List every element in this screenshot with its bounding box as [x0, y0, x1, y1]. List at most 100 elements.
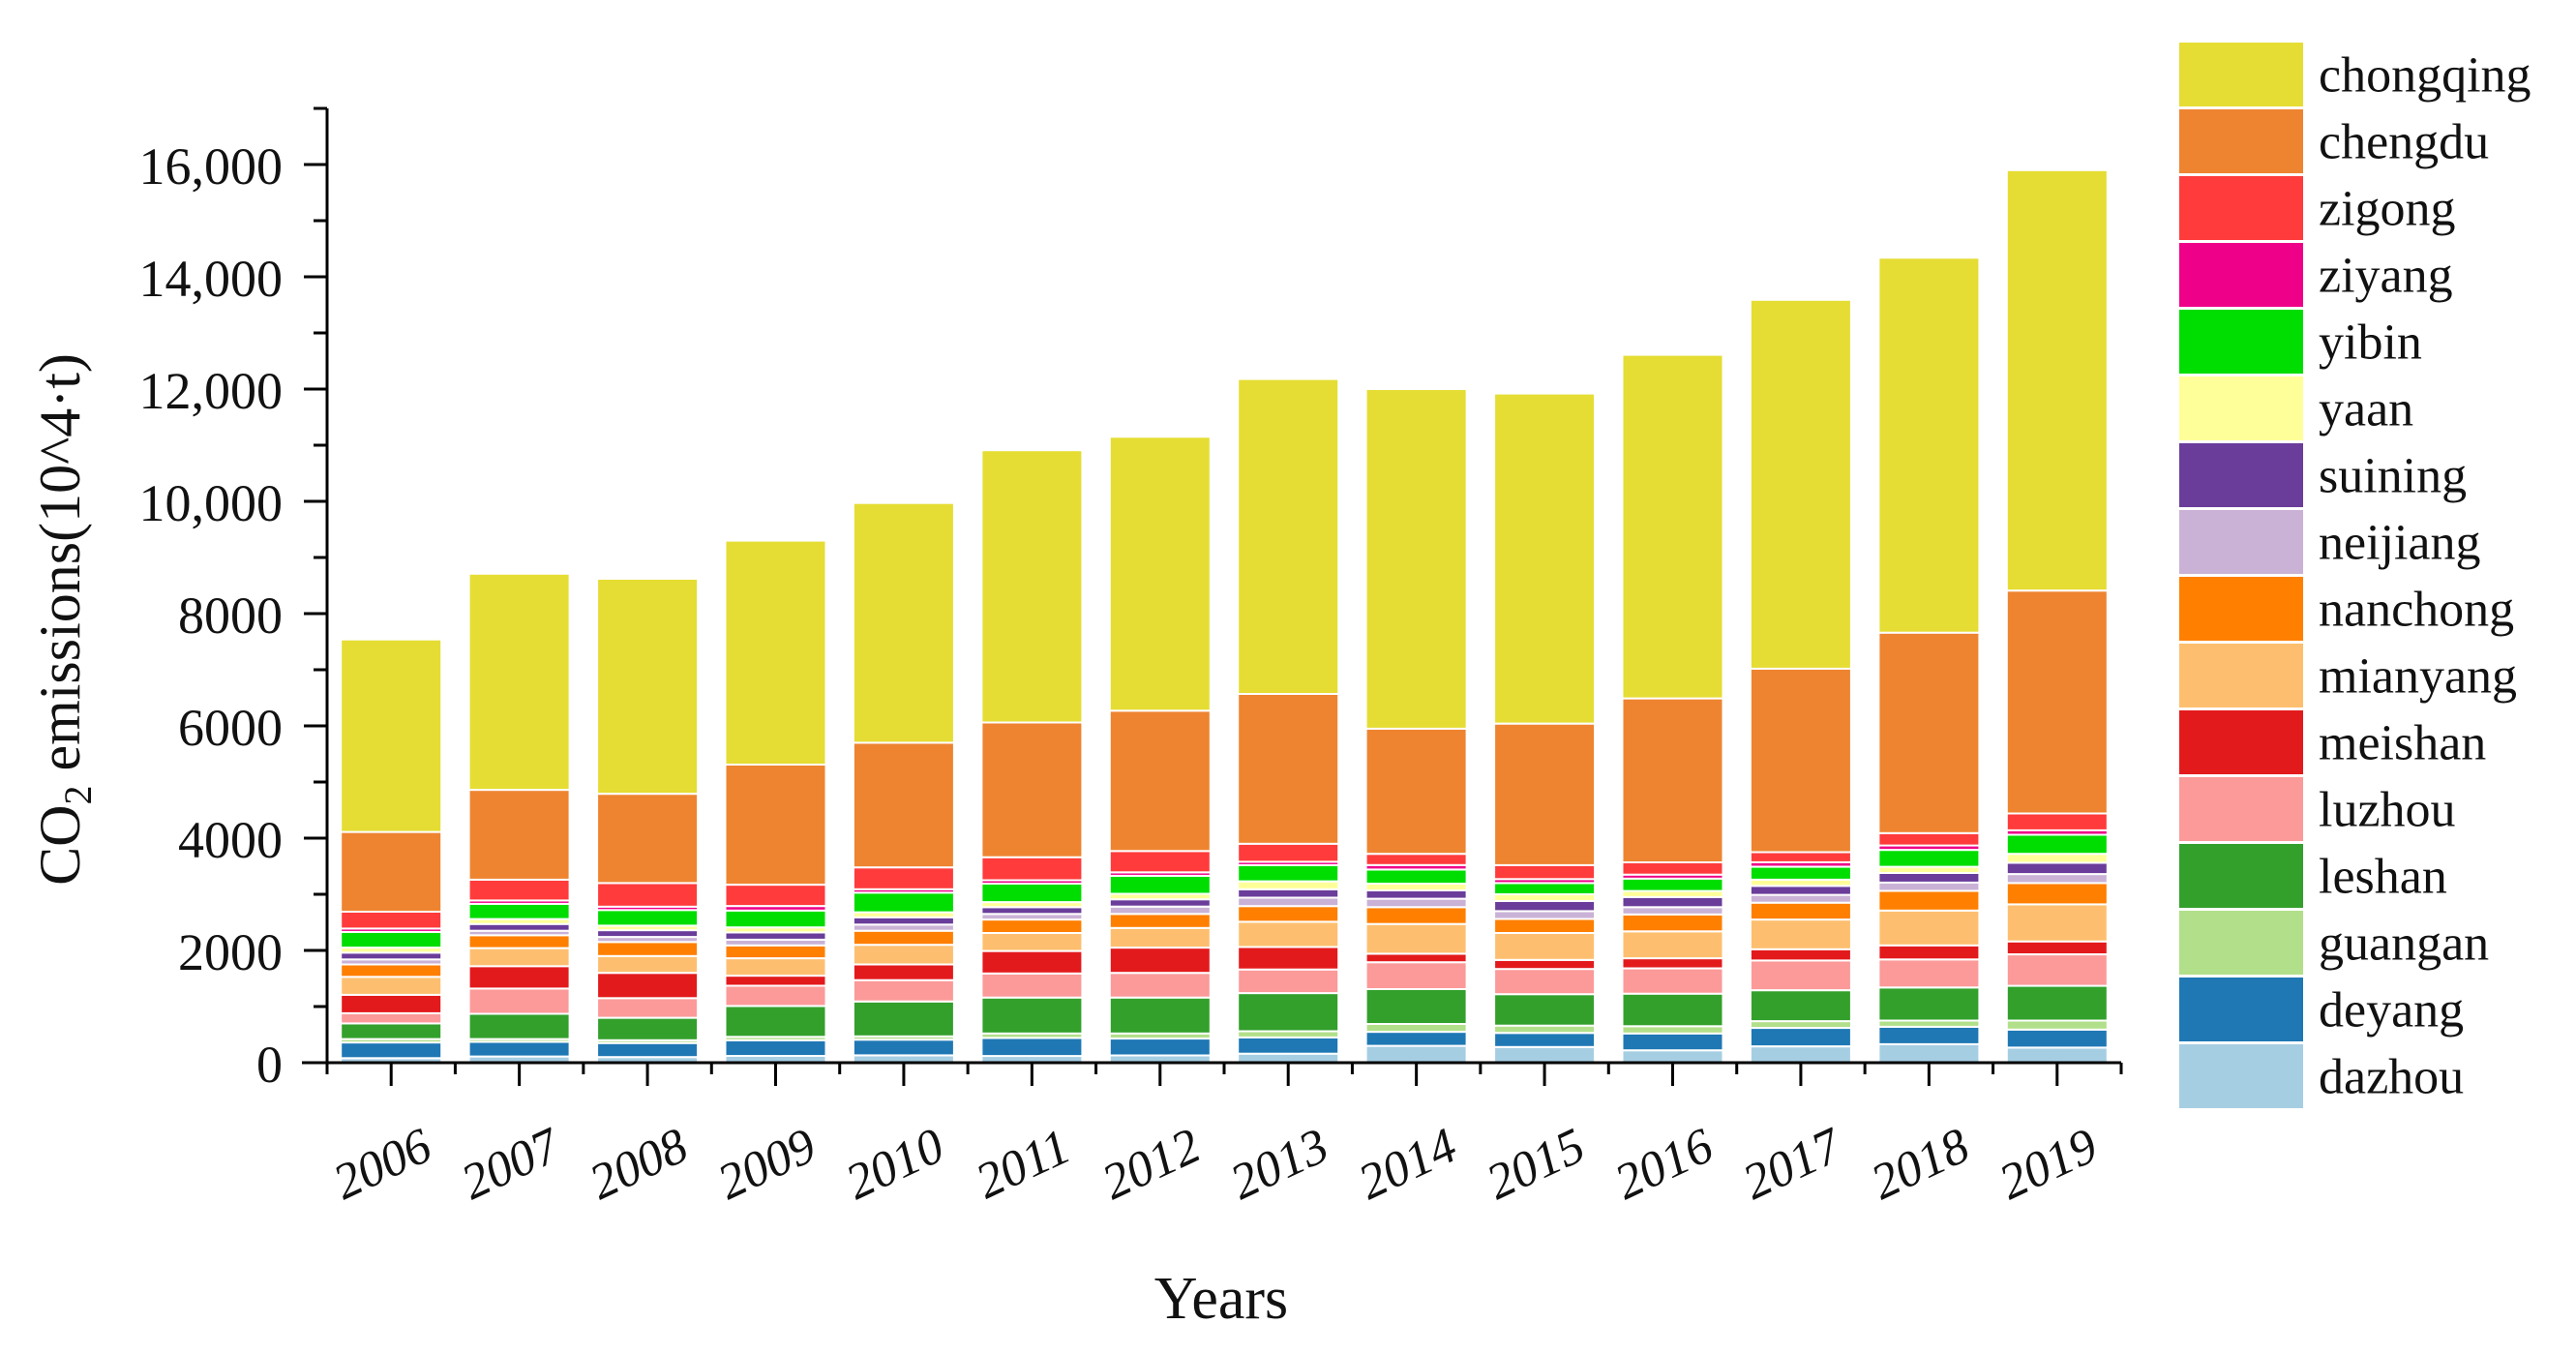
bar-segment-luzhou-2013	[1237, 968, 1340, 995]
bar-segment-yibin-2018	[1877, 849, 1981, 868]
y-axis-title-prefix: CO	[28, 805, 92, 886]
bar-segment-zigong-2011	[980, 856, 1084, 882]
legend-label-leshan: leshan	[2319, 850, 2447, 905]
bar-segment-nanchong-2013	[1237, 905, 1340, 923]
bar-segment-mianyang-2007	[467, 947, 571, 968]
legend-swatch-nanchong	[2179, 577, 2303, 641]
legend-label-deyang: deyang	[2319, 983, 2464, 1038]
bar-segment-deyang-2006	[340, 1041, 443, 1060]
bar-segment-leshan-2015	[1493, 993, 1597, 1027]
legend-label-yaan: yaan	[2319, 382, 2413, 437]
x-tick-label: 2006	[325, 1118, 439, 1211]
bar-segment-yibin-2013	[1237, 863, 1340, 883]
bar-segment-yaan-2014	[1364, 883, 1468, 891]
bar-segment-zigong-2010	[852, 866, 955, 890]
bar-segment-yibin-2006	[340, 930, 443, 949]
y-tick-label: 4000	[178, 811, 283, 869]
bar-segment-chongqing-2014	[1364, 388, 1468, 730]
x-tick-label: 2018	[1863, 1118, 1977, 1211]
bar-segment-mianyang-2010	[852, 944, 955, 966]
bar-segment-meishan-2019	[2005, 940, 2109, 956]
bar-segment-meishan-2018	[1877, 944, 1981, 961]
bar-segment-zigong-2014	[1364, 853, 1468, 866]
bar-segment-mianyang-2018	[1877, 909, 1981, 947]
bar-segment-chongqing-2012	[1108, 436, 1212, 712]
bar-segment-meishan-2015	[1493, 958, 1597, 971]
bar-segment-leshan-2016	[1621, 992, 1724, 1028]
bar-segment-mianyang-2012	[1108, 926, 1212, 949]
bar-segment-meishan-2017	[1749, 948, 1852, 962]
legend-swatch-yaan	[2179, 376, 2303, 440]
bar-segment-suining-2011	[980, 906, 1084, 916]
x-tick-label: 2016	[1606, 1118, 1721, 1211]
bar-segment-nanchong-2007	[467, 934, 571, 949]
bar-segment-mianyang-2006	[340, 976, 443, 996]
legend-label-chengdu: chengdu	[2319, 115, 2489, 170]
bar-segment-neijiang-2019	[2005, 873, 2109, 885]
bar-segment-yibin-2017	[1749, 865, 1852, 881]
legend: chongqing chengdu zigong ziyang yibin yaan sui…	[2179, 43, 2531, 1108]
legend-swatch-leshan	[2179, 844, 2303, 908]
legend-label-yibin: yibin	[2319, 316, 2422, 371]
bar-segment-guangan-2014	[1364, 1023, 1468, 1034]
bar-segment-deyang-2014	[1364, 1031, 1468, 1047]
bar-segment-suining-2007	[467, 922, 571, 932]
bar-segment-leshan-2009	[724, 1005, 827, 1038]
bar-segment-leshan-2010	[852, 1000, 955, 1038]
x-ticks: 2006 2007 2008 2009 2010 2011 2012 2013 2014 2015…	[325, 1063, 2123, 1211]
bar-segment-deyang-2013	[1237, 1036, 1340, 1055]
bar-segment-zigong-2013	[1237, 842, 1340, 863]
bar-segment-deyang-2010	[852, 1038, 955, 1057]
bar-segment-nanchong-2008	[596, 941, 700, 957]
bar-segment-suining-2006	[340, 951, 443, 961]
bar-segment-yaan-2019	[2005, 853, 2109, 864]
bar-segment-suining-2009	[724, 931, 827, 941]
bar-segment-chongqing-2016	[1621, 353, 1724, 700]
bar-segment-chongqing-2013	[1237, 377, 1340, 695]
bar-segment-chengdu-2014	[1364, 727, 1468, 856]
legend-label-mianyang: mianyang	[2319, 649, 2517, 705]
bar-segment-nanchong-2011	[980, 918, 1084, 934]
legend-swatch-yibin	[2179, 310, 2303, 374]
bar-segment-chengdu-2011	[980, 721, 1084, 858]
y-tick-label: 14,000	[139, 250, 284, 308]
y-axis-title-subscript: 2	[56, 786, 100, 805]
legend-label-chongqing: chongqing	[2319, 48, 2531, 104]
x-tick-label: 2009	[709, 1118, 824, 1211]
x-tick-label: 2008	[582, 1118, 696, 1211]
bar-segment-chongqing-2015	[1493, 392, 1597, 725]
bar-segment-deyang-2012	[1108, 1038, 1212, 1057]
bar-segment-yibin-2009	[724, 909, 827, 929]
bar-segment-meishan-2014	[1364, 952, 1468, 964]
bar-segment-mianyang-2009	[724, 957, 827, 978]
bar-segment-nanchong-2012	[1108, 913, 1212, 929]
x-tick-label: 2010	[838, 1118, 952, 1211]
bar-segment-meishan-2010	[852, 963, 955, 981]
bar-segment-leshan-2013	[1237, 992, 1340, 1033]
bar-segment-deyang-2007	[467, 1040, 571, 1058]
bar-segment-yibin-2016	[1621, 877, 1724, 892]
bar-segment-mianyang-2014	[1364, 922, 1468, 955]
bar-segment-zigong-2007	[467, 878, 571, 902]
bar-segment-leshan-2011	[980, 996, 1084, 1035]
x-tick-label: 2012	[1094, 1118, 1209, 1211]
legend-label-zigong: zigong	[2319, 182, 2456, 237]
bar-segment-luzhou-2012	[1108, 972, 1212, 999]
bar-segment-dazhou-2017	[1749, 1045, 1852, 1064]
bar-segment-zigong-2017	[1749, 851, 1852, 863]
bar-segment-chengdu-2016	[1621, 697, 1724, 863]
bar-segment-guangan-2016	[1621, 1025, 1724, 1035]
legend-swatch-suining	[2179, 443, 2303, 507]
bar-segment-chengdu-2013	[1237, 692, 1340, 845]
legend-swatch-mianyang	[2179, 644, 2303, 707]
bar-segment-deyang-2019	[2005, 1028, 2109, 1049]
bar-segment-dazhou-2018	[1877, 1042, 1981, 1065]
bar-segment-chengdu-2007	[467, 789, 571, 881]
bar-segment-luzhou-2016	[1621, 967, 1724, 995]
bar-segment-deyang-2009	[724, 1038, 827, 1058]
bar-segment-chongqing-2018	[1877, 256, 1981, 634]
bar-segment-luzhou-2006	[340, 1012, 443, 1025]
bar-segment-zigong-2012	[1108, 850, 1212, 874]
legend-label-luzhou: luzhou	[2319, 783, 2456, 838]
